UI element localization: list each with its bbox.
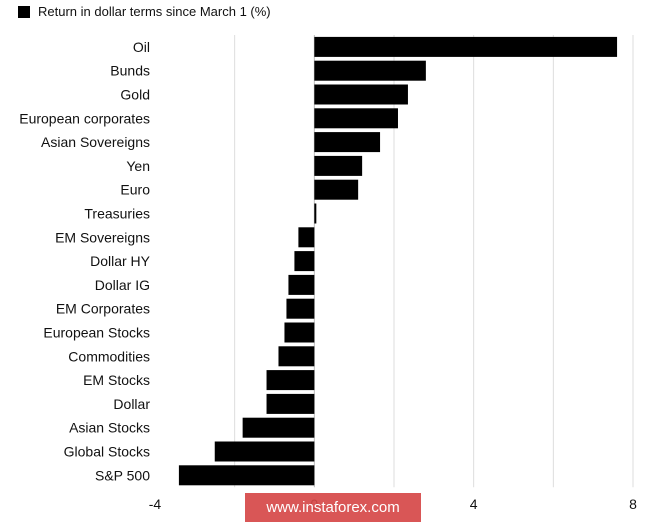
bar <box>284 322 315 343</box>
x-tick-label: 8 <box>629 496 637 512</box>
category-label: European corporates <box>19 110 150 126</box>
bar <box>178 465 315 486</box>
category-label: European Stocks <box>43 325 150 341</box>
category-label: EM Stocks <box>83 372 150 388</box>
bar <box>314 36 618 57</box>
category-label: Dollar IG <box>95 277 150 293</box>
category-label: Asian Stocks <box>69 420 150 436</box>
bar <box>278 346 315 367</box>
category-label: Oil <box>133 39 150 55</box>
category-label: EM Sovereigns <box>55 229 150 245</box>
bar <box>242 417 315 438</box>
category-label: Treasuries <box>84 206 150 222</box>
bar <box>314 155 363 176</box>
watermark: www.instaforex.com <box>245 493 421 522</box>
category-label: Dollar <box>113 396 150 412</box>
category-label: Asian Sovereigns <box>41 134 150 150</box>
category-label: Gold <box>120 87 150 103</box>
category-label: Bunds <box>110 63 150 79</box>
category-label: Yen <box>126 158 150 174</box>
category-label: Dollar HY <box>90 253 151 269</box>
bar <box>314 108 398 129</box>
legend-label: Return in dollar terms since March 1 (%) <box>38 4 271 19</box>
bar <box>314 203 317 224</box>
category-label: Euro <box>120 182 150 198</box>
bar <box>214 441 315 462</box>
legend-swatch <box>18 5 30 18</box>
x-tick-label: -4 <box>149 496 162 512</box>
bar <box>314 60 426 81</box>
category-label: Global Stocks <box>64 444 150 460</box>
category-label: S&P 500 <box>95 467 150 483</box>
bar <box>314 132 381 153</box>
bar <box>294 251 315 272</box>
chart-legend: Return in dollar terms since March 1 (%) <box>18 4 271 19</box>
bar <box>286 298 315 319</box>
bar <box>314 179 359 200</box>
bar <box>266 393 315 414</box>
bar <box>266 370 315 391</box>
bar <box>288 274 315 295</box>
category-label: Commodities <box>68 348 150 364</box>
category-label: EM Corporates <box>56 301 150 317</box>
bar <box>298 227 315 248</box>
bar <box>314 84 408 105</box>
x-tick-label: 4 <box>470 496 478 512</box>
